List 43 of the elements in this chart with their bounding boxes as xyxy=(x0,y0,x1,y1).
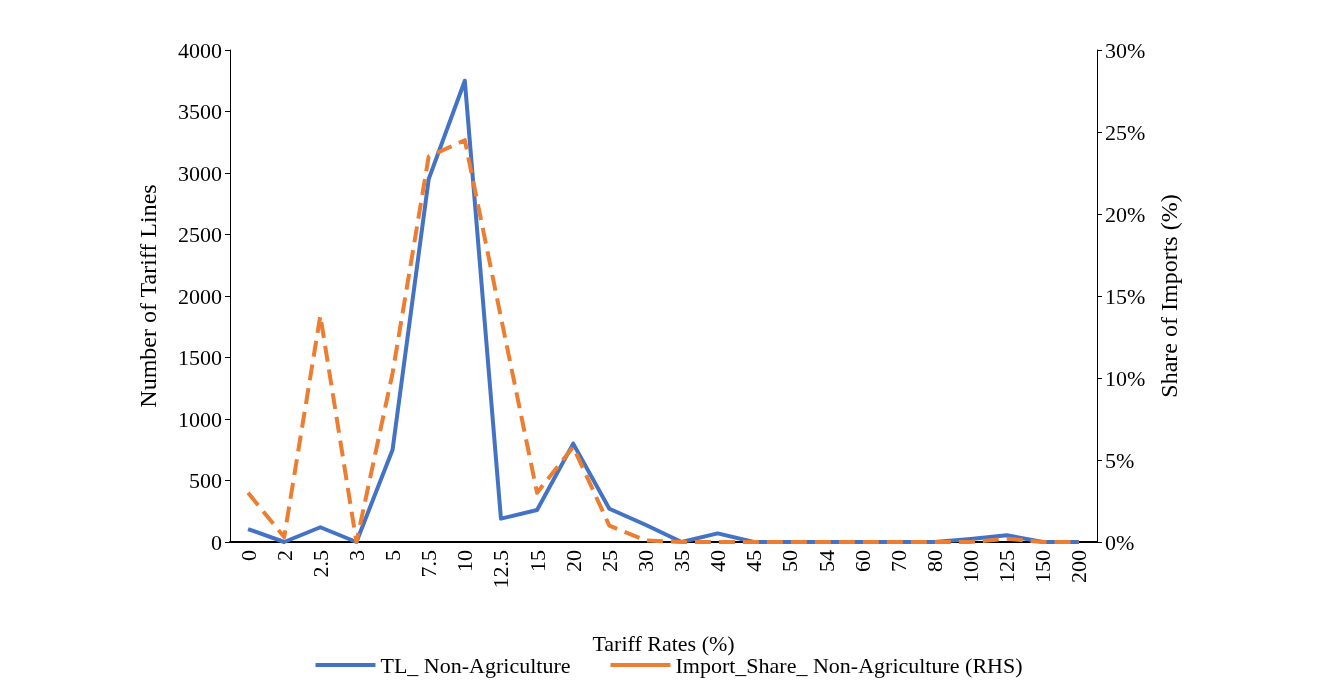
x-tick-label: 35 xyxy=(669,550,695,572)
x-tick-label: 7.5 xyxy=(416,550,442,578)
x-axis-title: Tariff Rates (%) xyxy=(592,630,735,656)
y-tick-label: 2500 xyxy=(178,222,222,247)
x-tick-label: 2.5 xyxy=(307,550,333,578)
x-tick-label: 0 xyxy=(235,550,261,561)
x-tick-label: 3 xyxy=(343,550,369,561)
y2-tick-label: 20% xyxy=(1105,201,1146,227)
y-tick-label: 1500 xyxy=(178,345,222,370)
y2-tick-label: 0% xyxy=(1105,529,1135,555)
x-tick-label: 54 xyxy=(813,550,839,572)
x-tick-label: 2 xyxy=(271,550,297,561)
legend-label: TL_ Non-Agriculture xyxy=(380,652,571,678)
y-axis-title: Number of Tariff Lines xyxy=(135,184,161,408)
x-tick-label: 60 xyxy=(849,550,875,572)
y-tick-label: 500 xyxy=(189,468,222,493)
y2-axis-title: Share of Imports (%) xyxy=(1156,194,1182,398)
x-tick-label: 25 xyxy=(596,550,622,572)
x-tick-label: 45 xyxy=(741,550,767,572)
y2-tick-label: 5% xyxy=(1105,447,1135,473)
x-tick-label: 100 xyxy=(958,550,984,583)
x-tick-label: 125 xyxy=(994,550,1020,583)
x-tick-label: 12.5 xyxy=(488,550,514,589)
y2-tick-label: 10% xyxy=(1105,365,1146,391)
x-tick-label: 80 xyxy=(921,550,947,572)
y-tick-label: 2000 xyxy=(178,283,222,309)
y2-tick-label: 15% xyxy=(1105,283,1146,309)
x-tick-label: 50 xyxy=(777,550,803,572)
x-tick-label: 70 xyxy=(885,550,911,572)
y-tick-label: 3500 xyxy=(178,99,222,124)
y-tick-label: 4000 xyxy=(178,37,222,63)
x-tick-label: 200 xyxy=(1066,550,1092,583)
x-tick-label: 40 xyxy=(705,550,731,572)
y-tick-label: 3000 xyxy=(178,160,222,186)
x-tick-label: 5 xyxy=(380,550,406,561)
x-tick-label: 30 xyxy=(632,550,658,572)
x-tick-label: 20 xyxy=(560,550,586,572)
x-tick-label: 150 xyxy=(1030,550,1056,583)
x-tick-label: 10 xyxy=(452,550,478,572)
x-tick-label: 15 xyxy=(524,550,550,572)
y2-tick-label: 25% xyxy=(1105,119,1146,145)
y2-tick-label: 30% xyxy=(1105,37,1146,63)
y-tick-label: 1000 xyxy=(178,406,222,432)
